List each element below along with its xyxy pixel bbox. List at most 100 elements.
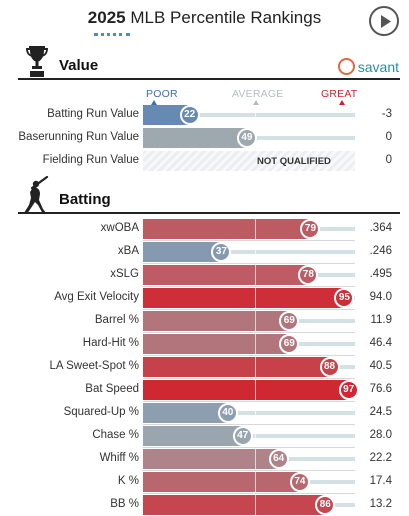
metric-row[interactable]: xwOBA 79 .364 xyxy=(0,218,409,241)
row-separator xyxy=(143,424,355,425)
metric-value: 28.0 xyxy=(369,429,392,441)
row-separator xyxy=(143,263,355,264)
metric-value: 17.4 xyxy=(369,475,392,487)
value-section-title: Value xyxy=(59,57,99,74)
not-qualified-text: NOT QUALIFIED xyxy=(257,156,331,167)
metric-value: 24.5 xyxy=(369,406,392,418)
percentile-bar xyxy=(143,288,345,308)
percentile-bubble: 86 xyxy=(315,495,336,515)
metric-value: .364 xyxy=(369,222,392,234)
metric-value: .495 xyxy=(369,268,392,280)
percentile-bar xyxy=(143,242,222,262)
value-section-rule xyxy=(18,78,400,80)
metric-label: Avg Exit Velocity xyxy=(54,291,139,303)
metric-value: 46.4 xyxy=(369,337,392,349)
not-qualified-bar xyxy=(143,151,355,171)
percentile-bubble: 79 xyxy=(300,219,321,239)
metric-row[interactable]: Fielding Run Value NOT QUALIFIED 0 xyxy=(0,150,409,172)
baseball-icon xyxy=(337,58,355,75)
row-separator xyxy=(143,470,355,471)
percentile-bar xyxy=(143,495,326,515)
percentile-bar xyxy=(143,357,330,377)
metric-value: 0 xyxy=(385,131,392,143)
batter-icon xyxy=(24,176,49,214)
metric-row[interactable]: Avg Exit Velocity 95 94.0 xyxy=(0,287,409,310)
metric-label: Squared-Up % xyxy=(63,406,139,418)
metric-row[interactable]: xSLG 78 .495 xyxy=(0,264,409,287)
metric-row[interactable]: LA Sweet-Spot % 88 40.5 xyxy=(0,356,409,379)
metric-value: 94.0 xyxy=(369,291,392,303)
metric-label: xwOBA xyxy=(100,222,139,234)
average-line xyxy=(255,472,256,492)
metric-row[interactable]: Barrel % 69 11.9 xyxy=(0,310,409,333)
percentile-bubble: 97 xyxy=(338,380,359,400)
metric-label: K % xyxy=(117,475,139,487)
metric-label: BB % xyxy=(110,498,139,510)
percentile-bubble: 40 xyxy=(217,403,238,423)
metric-label: Hard-Hit % xyxy=(82,337,139,349)
metric-row[interactable]: Squared-Up % 40 24.5 xyxy=(0,402,409,425)
average-line xyxy=(255,311,256,331)
batting-section-rule xyxy=(18,212,400,214)
metric-label: Bat Speed xyxy=(85,383,139,395)
metric-label: Batting Run Value xyxy=(47,108,139,120)
metric-row[interactable]: Bat Speed 97 76.6 xyxy=(0,379,409,402)
average-line xyxy=(255,105,256,125)
metric-value: -3 xyxy=(381,108,392,120)
row-separator xyxy=(143,309,355,310)
metric-value: 13.2 xyxy=(369,498,392,510)
play-button[interactable] xyxy=(369,6,399,36)
scale-average-label: AVERAGE xyxy=(232,88,284,100)
title-text: MLB Percentile Rankings xyxy=(130,8,322,27)
average-line xyxy=(255,449,256,469)
percentile-bar xyxy=(143,105,190,125)
average-line xyxy=(255,288,256,308)
metric-row[interactable]: Batting Run Value 22 -3 xyxy=(0,104,409,126)
savant-link[interactable]: savant xyxy=(337,58,399,75)
header: 2025 MLB Percentile Rankings xyxy=(0,0,409,40)
average-line xyxy=(255,380,256,400)
metric-row[interactable]: Hard-Hit % 69 46.4 xyxy=(0,333,409,356)
play-icon xyxy=(381,15,391,28)
percentile-bubble: 69 xyxy=(279,311,300,331)
metric-value: 11.9 xyxy=(370,314,392,326)
metric-value: 76.6 xyxy=(369,383,392,395)
percentile-bubble: 64 xyxy=(268,449,289,469)
savant-label: savant xyxy=(357,59,399,75)
percentile-bubble: 22 xyxy=(179,105,200,125)
percentile-track xyxy=(143,250,355,254)
percentile-bar xyxy=(143,472,300,492)
scale-great-label: GREAT xyxy=(321,88,358,100)
title-underline xyxy=(94,33,130,36)
metric-value: 22.2 xyxy=(369,452,392,464)
average-line xyxy=(255,265,256,285)
average-line xyxy=(255,242,256,262)
row-separator xyxy=(143,332,355,333)
percentile-bubble: 74 xyxy=(289,472,310,492)
metric-label: Barrel % xyxy=(94,314,139,326)
percentile-track xyxy=(143,411,355,415)
page-title: 2025 MLB Percentile Rankings xyxy=(0,8,409,28)
percentile-bar xyxy=(143,311,290,331)
metric-label: Fielding Run Value xyxy=(42,154,139,166)
row-separator xyxy=(143,355,355,356)
metric-row[interactable]: Chase % 47 28.0 xyxy=(0,425,409,448)
percentile-bar xyxy=(143,334,290,354)
metric-label: Whiff % xyxy=(99,452,139,464)
metric-row[interactable]: Whiff % 64 22.2 xyxy=(0,448,409,471)
metric-row[interactable]: Baserunning Run Value 49 0 xyxy=(0,127,409,149)
percentile-bar xyxy=(143,265,309,285)
metric-label: Chase % xyxy=(92,429,139,441)
percentile-bubble: 49 xyxy=(236,128,257,148)
percentile-bar xyxy=(143,449,279,469)
average-line xyxy=(255,219,256,239)
row-separator xyxy=(143,240,355,241)
scale-great-marker xyxy=(339,100,345,105)
scale-poor-marker xyxy=(151,100,157,105)
metric-row[interactable]: BB % 86 13.2 xyxy=(0,494,409,516)
metric-row[interactable]: xBA 37 .246 xyxy=(0,241,409,264)
percentile-track xyxy=(143,113,355,117)
percentile-bar xyxy=(143,403,228,423)
trophy-icon xyxy=(26,46,48,77)
metric-row[interactable]: K % 74 17.4 xyxy=(0,471,409,494)
